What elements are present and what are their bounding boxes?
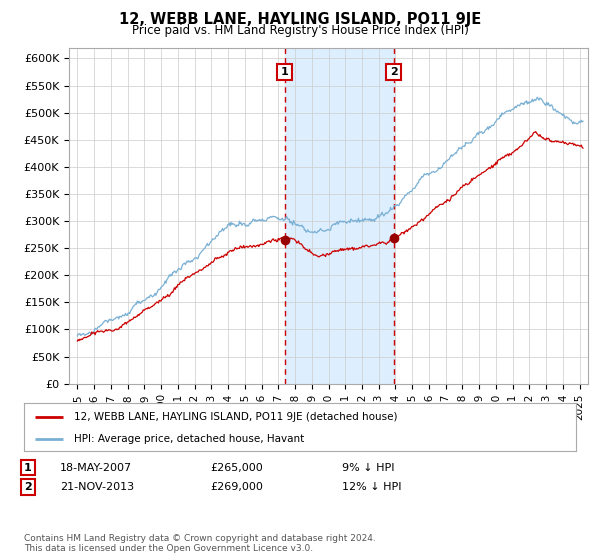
Text: 21-NOV-2013: 21-NOV-2013 (60, 482, 134, 492)
Text: 2: 2 (390, 67, 398, 77)
Text: Contains HM Land Registry data © Crown copyright and database right 2024.
This d: Contains HM Land Registry data © Crown c… (24, 534, 376, 553)
Text: Price paid vs. HM Land Registry's House Price Index (HPI): Price paid vs. HM Land Registry's House … (131, 24, 469, 36)
Text: £269,000: £269,000 (210, 482, 263, 492)
Text: 12% ↓ HPI: 12% ↓ HPI (342, 482, 401, 492)
Text: 9% ↓ HPI: 9% ↓ HPI (342, 463, 395, 473)
Text: 12, WEBB LANE, HAYLING ISLAND, PO11 9JE (detached house): 12, WEBB LANE, HAYLING ISLAND, PO11 9JE … (74, 412, 397, 422)
Text: £265,000: £265,000 (210, 463, 263, 473)
Text: 1: 1 (281, 67, 289, 77)
Text: HPI: Average price, detached house, Havant: HPI: Average price, detached house, Hava… (74, 434, 304, 444)
Text: 1: 1 (24, 463, 32, 473)
Text: 2: 2 (24, 482, 32, 492)
Bar (284, 48, 394, 384)
Text: 18-MAY-2007: 18-MAY-2007 (60, 463, 132, 473)
Text: 12, WEBB LANE, HAYLING ISLAND, PO11 9JE: 12, WEBB LANE, HAYLING ISLAND, PO11 9JE (119, 12, 481, 27)
